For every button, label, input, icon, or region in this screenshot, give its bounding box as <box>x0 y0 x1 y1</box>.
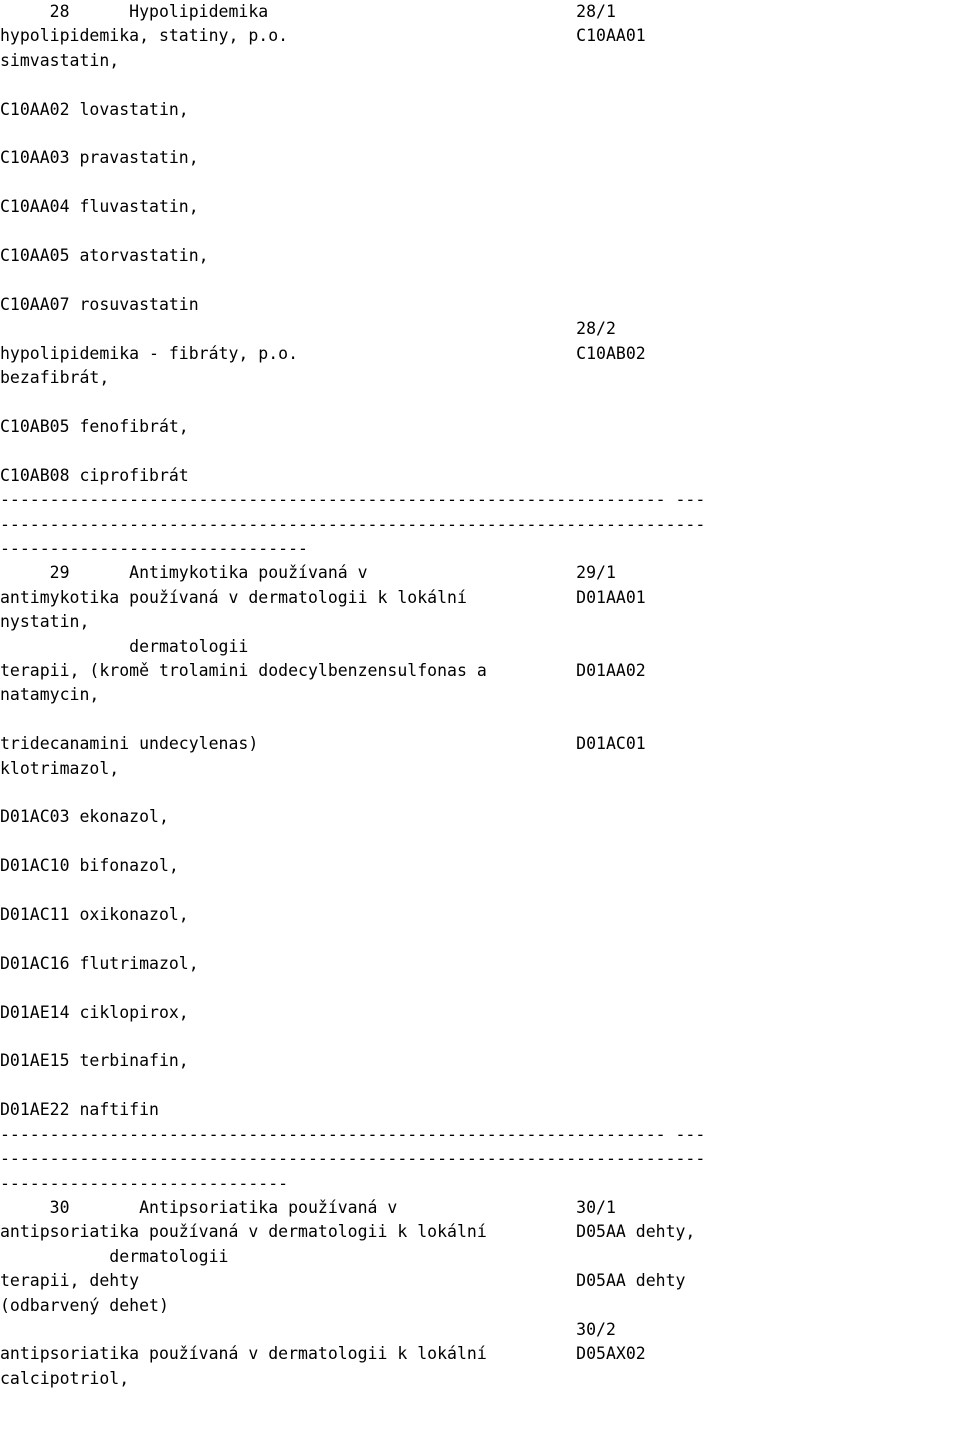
document-body: 28 Hypolipidemika 28/1 hypolipidemika, s… <box>0 0 960 1391</box>
